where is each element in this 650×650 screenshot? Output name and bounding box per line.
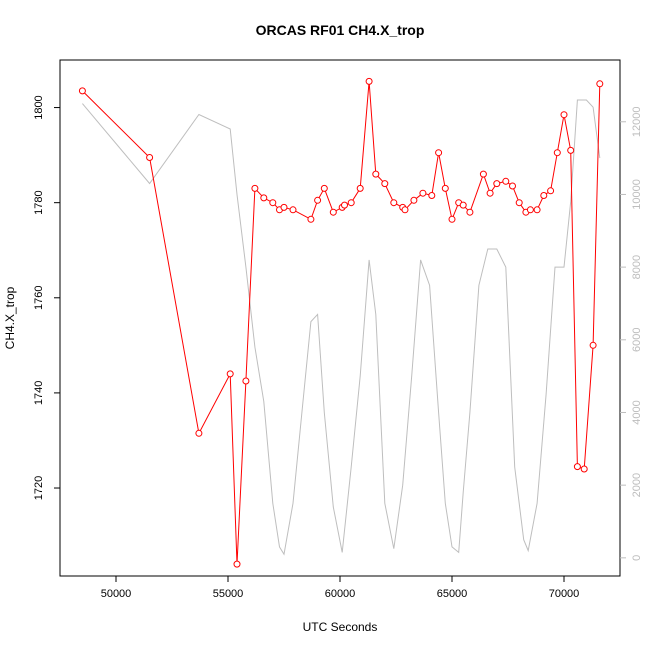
data-point xyxy=(356,184,364,192)
data-point xyxy=(242,377,250,385)
x-tick-label: 50000 xyxy=(101,588,132,600)
data-point xyxy=(372,170,380,178)
data-point xyxy=(441,184,449,192)
data-point xyxy=(493,180,501,188)
x-tick-label: 70000 xyxy=(549,588,580,600)
y-tick-label: 1800 xyxy=(33,95,45,119)
y2-tick-label: 12000 xyxy=(631,106,643,137)
data-point xyxy=(526,206,534,214)
series-line-0 xyxy=(82,81,601,565)
data-point xyxy=(509,182,516,190)
data-point xyxy=(390,199,398,207)
data-point xyxy=(195,429,203,437)
data-point xyxy=(78,87,86,95)
data-point xyxy=(589,341,597,349)
data-point xyxy=(401,206,409,214)
data-point xyxy=(320,184,328,192)
y-tick-label: 1760 xyxy=(33,286,45,310)
data-point xyxy=(260,194,268,202)
x-tick-label: 55000 xyxy=(213,588,244,600)
data-point xyxy=(448,215,456,223)
y2-tick-label: 0 xyxy=(631,555,643,561)
data-point xyxy=(347,199,355,207)
y2-tick-label: 8000 xyxy=(631,255,643,279)
x-axis: 50000 55000 60000 65000 70000 xyxy=(101,576,580,600)
data-point xyxy=(365,77,373,85)
data-point xyxy=(533,206,541,214)
y2-tick-label: 2000 xyxy=(631,473,643,497)
x-tick-label: 65000 xyxy=(437,588,468,600)
data-point xyxy=(580,465,588,473)
data-point xyxy=(459,201,467,209)
data-point xyxy=(329,208,337,216)
data-point xyxy=(486,189,494,197)
data-point xyxy=(435,149,443,157)
data-point xyxy=(596,80,604,88)
data-point xyxy=(466,208,474,216)
data-point xyxy=(251,184,259,192)
data-point xyxy=(428,192,436,199)
data-point xyxy=(479,170,487,178)
data-point xyxy=(515,199,523,207)
data-point xyxy=(381,180,389,188)
data-point xyxy=(573,463,581,471)
data-point xyxy=(269,199,277,207)
data-point xyxy=(560,111,568,119)
data-point xyxy=(410,196,418,204)
y-tick-label: 1720 xyxy=(33,476,45,500)
y-tick-label: 1780 xyxy=(33,190,45,214)
data-point xyxy=(289,206,297,214)
y-axis-right: 0 2000 4000 6000 8000 10000 12000 xyxy=(620,106,643,561)
y2-tick-label: 4000 xyxy=(631,400,643,424)
data-point xyxy=(226,370,234,378)
series-left-axis xyxy=(78,77,604,568)
y2-tick-label: 10000 xyxy=(631,179,643,210)
y-tick-label: 1740 xyxy=(33,381,45,405)
series-right-axis xyxy=(82,99,601,556)
data-point xyxy=(547,187,555,195)
data-point xyxy=(567,146,575,154)
chart-title: ORCAS RF01 CH4.X_trop xyxy=(256,22,425,38)
x-axis-label: UTC Seconds xyxy=(303,620,378,634)
data-point xyxy=(502,177,510,185)
y2-tick-label: 6000 xyxy=(631,328,643,352)
data-point xyxy=(146,154,154,161)
data-point xyxy=(314,196,322,204)
data-point xyxy=(540,192,548,199)
data-point xyxy=(419,189,427,197)
chart-title-text: ORCAS RF01 CH4.X_trop xyxy=(256,22,425,38)
data-point xyxy=(553,149,561,157)
data-point xyxy=(280,203,288,211)
data-point xyxy=(307,215,315,223)
x-tick-label: 60000 xyxy=(325,588,356,600)
data-point xyxy=(233,560,241,568)
y-axis-left: 1720 1740 1760 1780 1800 xyxy=(33,95,60,500)
y-axis-label: CH4.X_trop xyxy=(3,286,17,349)
plot-area-frame xyxy=(59,59,621,577)
series-line-1 xyxy=(82,99,601,556)
data-point xyxy=(341,201,348,209)
